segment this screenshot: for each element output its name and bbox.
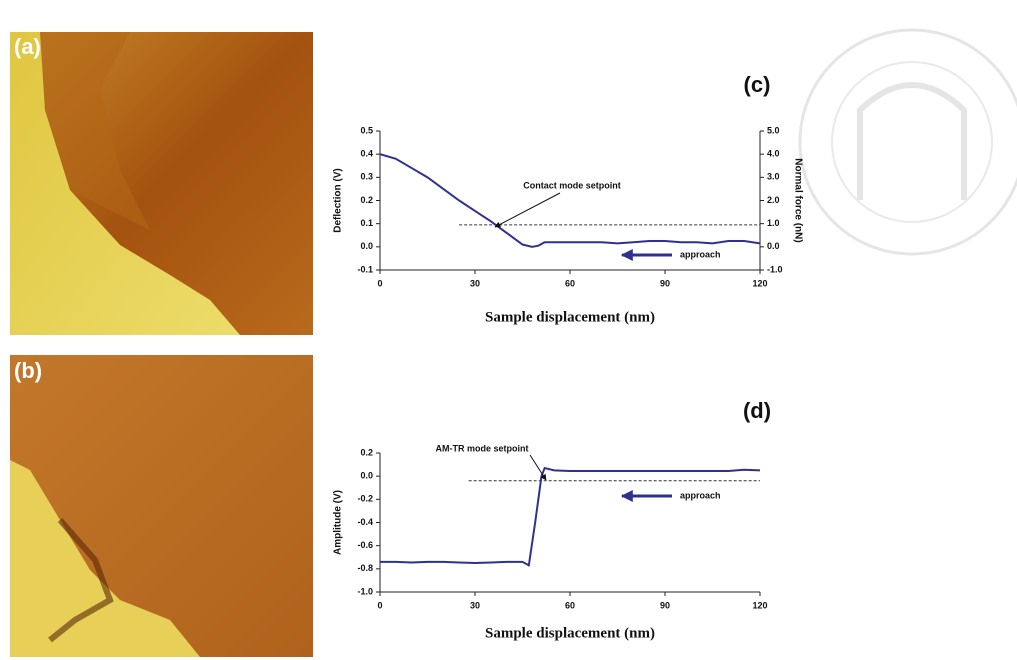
y2-tick-label: 2.0 [767,195,780,205]
x-axis-title: Sample displacement (nm) [485,625,655,641]
data-line [380,466,761,567]
y-axis-title: Deflection (V) [333,168,344,232]
y-tick-label: -0.4 [357,517,373,527]
x-tick-label: 120 [752,278,767,288]
y-tick-label: 0.5 [360,125,373,135]
annotation-arrow [494,192,561,228]
y2-axis-title: Normal force (nN) [792,158,803,242]
panel-label: (d) [743,398,771,423]
y-tick-label: -0.6 [357,540,373,550]
y2-tick-label: 4.0 [767,149,780,159]
panel-label: (c) [744,72,771,97]
y-tick-label: -1.0 [357,586,373,596]
y2-tick-label: 0.0 [767,241,780,251]
y-tick-label: 0.0 [360,471,373,481]
y-tick-label: 0.1 [360,218,373,228]
x-tick-label: 90 [660,600,670,610]
panel-label: (b) [14,358,42,383]
watermark [798,28,1017,256]
y-tick-label: -0.8 [357,563,373,573]
x-tick-label: 30 [470,278,480,288]
annotation-arrow [529,454,547,481]
y2-tick-label: 5.0 [767,125,780,135]
y-tick-label: 0.3 [360,172,373,182]
annotation: Contact mode setpoint [523,180,621,190]
y-tick-label: -0.2 [357,494,373,504]
y2-tick-label: 1.0 [767,218,780,228]
x-tick-label: 0 [377,278,382,288]
y2-tick-label: 3.0 [767,172,780,182]
y-axis-title: Amplitude (V) [333,490,344,555]
x-tick-label: 60 [565,600,575,610]
y-tick-label: 0.0 [360,241,373,251]
y2-tick-label: -1.0 [767,264,783,274]
y-tick-label: 0.2 [360,447,373,457]
x-tick-label: 0 [377,600,382,610]
x-axis-title: Sample displacement (nm) [485,309,655,325]
annotation: AM-TR mode setpoint [436,443,529,453]
x-tick-label: 120 [752,600,767,610]
y-tick-label: 0.2 [360,195,373,205]
afm-image-b [10,355,313,657]
annotation: approach [680,249,721,259]
y-tick-label: -0.1 [357,264,373,274]
afm-image-a [10,32,313,335]
annotation: approach [680,490,721,500]
x-tick-label: 90 [660,278,670,288]
x-tick-label: 30 [470,600,480,610]
panel-label: (a) [14,34,41,59]
y-tick-label: 0.4 [360,149,373,159]
x-tick-label: 60 [565,278,575,288]
data-line [379,153,761,248]
